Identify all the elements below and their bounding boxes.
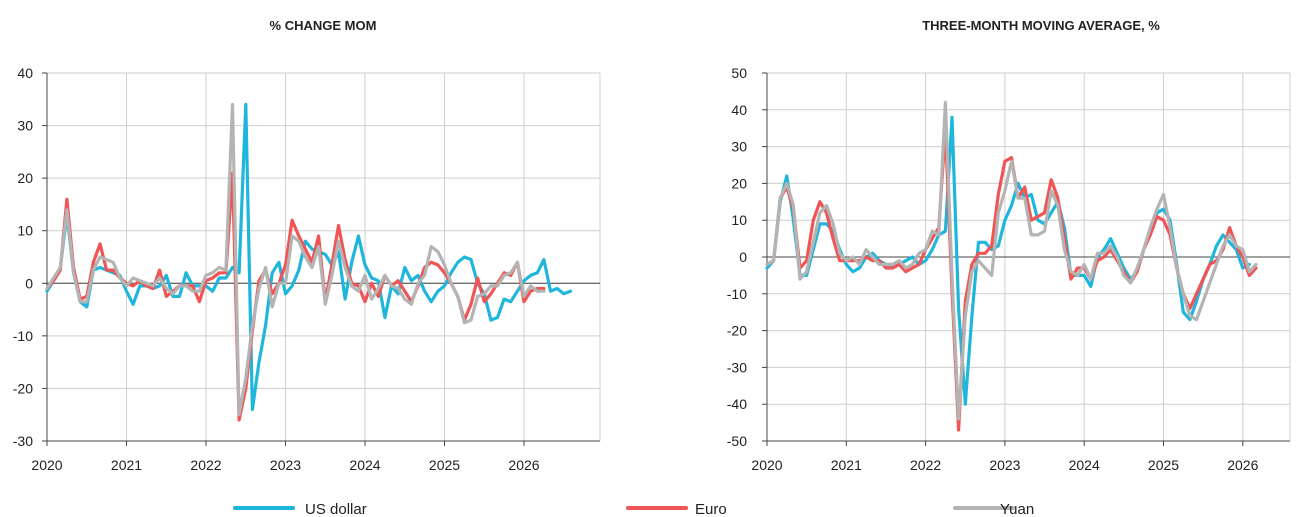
y-tick-label: 10 (731, 212, 747, 228)
x-tick-label: 2023 (989, 457, 1020, 473)
y-tick-label: 10 (17, 223, 33, 239)
x-tick-label: 2020 (31, 457, 62, 473)
legend-label-us-dollar: US dollar (305, 501, 367, 517)
legend-label-euro: Euro (695, 501, 727, 517)
y-tick-label: 20 (731, 175, 747, 191)
x-tick-label: 2024 (349, 457, 380, 473)
series-line-yuan (765, 100, 1258, 421)
x-tick-label: 2025 (429, 457, 460, 473)
y-tick-label: -20 (727, 323, 747, 339)
x-tick-label: 2023 (270, 457, 301, 473)
y-tick-label: 30 (731, 139, 747, 155)
y-tick-label: 30 (17, 118, 33, 134)
series-line-euro (45, 171, 546, 422)
x-tick-label: 2025 (1148, 457, 1179, 473)
series-line-euro (765, 126, 1258, 432)
y-tick-label: -30 (13, 433, 33, 449)
legend: US dollar Euro Yuan (233, 501, 1034, 517)
y-tick-label: -40 (727, 396, 747, 412)
x-tick-label: 2026 (1227, 457, 1258, 473)
y-tick-label: 0 (739, 249, 747, 265)
x-tick-label: 2024 (1069, 457, 1100, 473)
legend-label-yuan: Yuan (1000, 501, 1034, 517)
chart-panel-1: % CHANGE MOM 40 30 20 10 0 -10 -20 -30 2020 2021 20… (13, 18, 601, 473)
y-tick-label: 40 (731, 102, 747, 118)
y-tick-label: 0 (25, 275, 33, 291)
y-tick-label: -10 (13, 328, 33, 344)
chart-panel-2: THREE-MONTH MOVING AVERAGE, % 50 40 30 20 10 0… (727, 18, 1291, 473)
series-line-yuan (45, 102, 546, 417)
y-tick-label: 20 (17, 170, 33, 186)
chart-title: THREE-MONTH MOVING AVERAGE, % (922, 18, 1160, 33)
x-tick-label: 2022 (910, 457, 941, 473)
chart-title: % CHANGE MOM (270, 18, 377, 33)
y-tick-label: 40 (17, 65, 33, 81)
x-tick-label: 2021 (111, 457, 142, 473)
x-tick-label: 2022 (190, 457, 221, 473)
y-tick-label: -30 (727, 359, 747, 375)
y-tick-label: -20 (13, 380, 33, 396)
x-tick-label: 2021 (831, 457, 862, 473)
x-tick-label: 2026 (508, 457, 539, 473)
y-tick-label: -50 (727, 433, 747, 449)
y-tick-label: -10 (727, 286, 747, 302)
y-tick-label: 50 (731, 65, 747, 81)
x-tick-label: 2020 (751, 457, 782, 473)
